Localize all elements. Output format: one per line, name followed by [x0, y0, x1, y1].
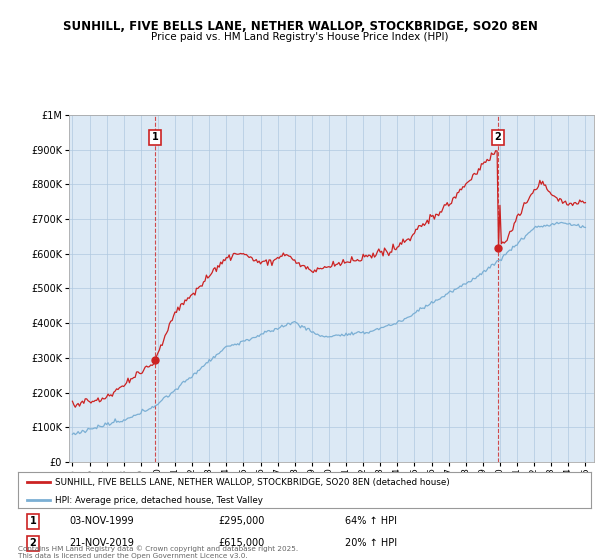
Text: 64% ↑ HPI: 64% ↑ HPI: [344, 516, 397, 526]
Text: £295,000: £295,000: [218, 516, 265, 526]
Text: 1: 1: [29, 516, 36, 526]
Text: 2: 2: [494, 132, 502, 142]
Text: 20% ↑ HPI: 20% ↑ HPI: [344, 538, 397, 548]
Text: SUNHILL, FIVE BELLS LANE, NETHER WALLOP, STOCKBRIDGE, SO20 8EN: SUNHILL, FIVE BELLS LANE, NETHER WALLOP,…: [62, 20, 538, 32]
Text: Contains HM Land Registry data © Crown copyright and database right 2025.
This d: Contains HM Land Registry data © Crown c…: [18, 546, 298, 559]
Text: 2: 2: [29, 538, 36, 548]
Text: SUNHILL, FIVE BELLS LANE, NETHER WALLOP, STOCKBRIDGE, SO20 8EN (detached house): SUNHILL, FIVE BELLS LANE, NETHER WALLOP,…: [55, 478, 450, 487]
Text: Price paid vs. HM Land Registry's House Price Index (HPI): Price paid vs. HM Land Registry's House …: [151, 32, 449, 43]
Text: £615,000: £615,000: [218, 538, 265, 548]
Text: 21-NOV-2019: 21-NOV-2019: [70, 538, 134, 548]
Text: 03-NOV-1999: 03-NOV-1999: [70, 516, 134, 526]
Text: 1: 1: [152, 132, 158, 142]
Text: HPI: Average price, detached house, Test Valley: HPI: Average price, detached house, Test…: [55, 496, 263, 505]
